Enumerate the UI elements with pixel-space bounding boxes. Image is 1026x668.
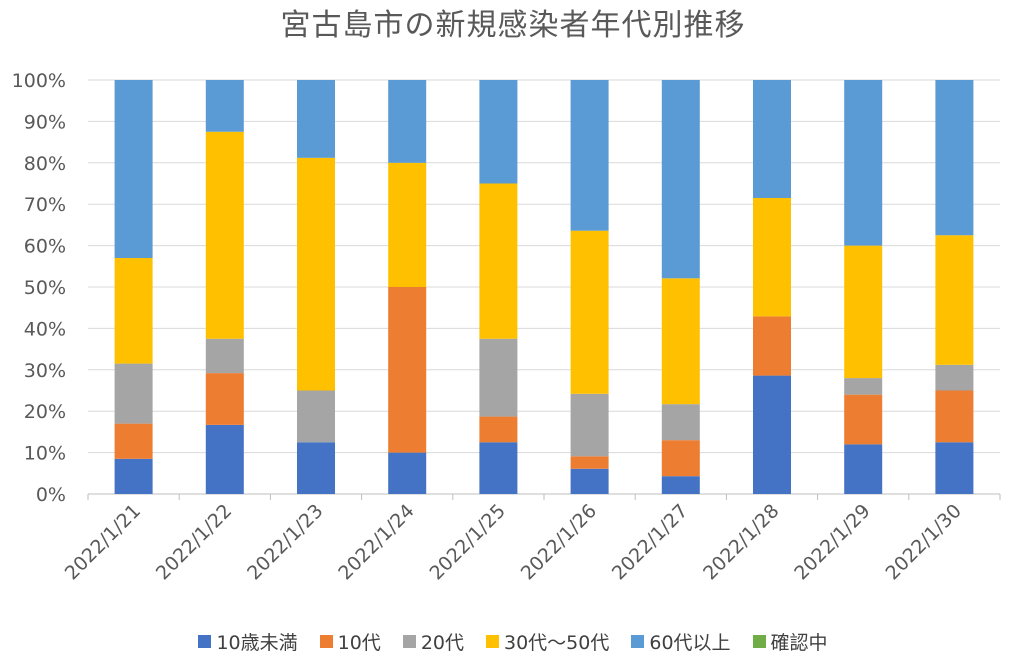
bar-segment <box>388 452 427 494</box>
bar-segment <box>205 338 244 374</box>
legend-label: 10代 <box>337 632 381 654</box>
bar-segment <box>935 235 974 365</box>
y-tick-label: 100% <box>12 70 66 92</box>
legend-swatch <box>402 635 416 648</box>
bar-segment <box>479 338 518 417</box>
bar-segment <box>114 423 153 459</box>
bar-segment <box>570 230 609 394</box>
legend-label: 20代 <box>420 632 464 654</box>
bar-segment <box>297 80 335 158</box>
legend-label: 確認中 <box>770 632 828 654</box>
bar-segment <box>205 424 244 494</box>
bar-segment <box>570 393 609 457</box>
legend-label: 60代以上 <box>649 632 731 654</box>
bar-segment <box>935 442 974 494</box>
bar-segment <box>661 404 700 441</box>
bar-segment <box>570 456 609 469</box>
legend-item: 10歳未満 <box>198 628 298 655</box>
bar-segment <box>479 442 518 494</box>
legend-label: 10歳未満 <box>216 632 298 654</box>
y-tick-label: 10% <box>24 443 66 465</box>
bar-segment <box>570 468 609 494</box>
bar-segment <box>844 444 883 494</box>
bar-segment <box>935 364 974 391</box>
bar-segment <box>661 80 700 279</box>
bar-segment <box>297 442 335 494</box>
y-tick-label: 50% <box>24 277 66 299</box>
legend-item: 30代～50代 <box>486 628 609 655</box>
legend-swatch <box>319 635 333 648</box>
bar-segment <box>388 80 427 163</box>
bar-segment <box>661 278 700 405</box>
y-tick-label: 70% <box>24 194 66 216</box>
bar-segment <box>114 258 153 364</box>
legend: 10歳未満 10代 20代 30代～50代 60代以上 確認中 <box>0 628 1026 655</box>
bar-segment <box>844 394 883 445</box>
y-tick-label: 40% <box>24 318 66 340</box>
x-tick-label: 2022/1/29 <box>790 500 874 584</box>
bar-segment <box>753 375 791 494</box>
bar-segment <box>844 80 883 246</box>
bar-segment <box>297 157 335 391</box>
legend-item: 10代 <box>319 628 381 655</box>
y-tick-label: 80% <box>24 153 66 175</box>
bar-segment <box>479 416 518 443</box>
bar-segment <box>205 80 244 132</box>
x-tick-label: 2022/1/25 <box>425 500 509 584</box>
bar-segment <box>935 80 974 236</box>
x-tick-label: 2022/1/26 <box>517 500 601 584</box>
bar-segment <box>661 476 700 494</box>
bar-segment <box>844 245 883 379</box>
legend-item: 20代 <box>402 628 464 655</box>
bar-segment <box>479 80 518 184</box>
y-tick-label: 60% <box>24 236 66 258</box>
bar-segment <box>114 363 153 424</box>
x-tick-label: 2022/1/28 <box>699 500 783 584</box>
x-tick-label: 2022/1/21 <box>61 500 145 584</box>
legend-item: 60代以上 <box>631 628 731 655</box>
bar-segment <box>388 287 427 453</box>
y-tick-label: 90% <box>24 111 66 133</box>
bar-segment <box>661 440 700 477</box>
legend-item: 確認中 <box>752 628 828 655</box>
legend-swatch <box>486 635 499 648</box>
x-tick-label: 2022/1/24 <box>334 500 418 584</box>
legend-swatch <box>198 635 212 648</box>
chart-title: 宮古島市の新規感染者年代別推移 <box>280 8 746 43</box>
bar-segment <box>753 80 791 198</box>
legend-swatch <box>631 635 645 648</box>
x-tick-label: 2022/1/23 <box>243 500 327 584</box>
legend-swatch <box>752 635 766 648</box>
bar-segment <box>114 80 153 259</box>
bar-segment <box>753 316 791 376</box>
legend-label: 30代～50代 <box>504 632 610 654</box>
bar-segment <box>205 131 244 339</box>
x-tick-label: 2022/1/30 <box>881 500 965 584</box>
bar-segment <box>844 378 883 395</box>
bar-segment <box>205 373 244 425</box>
bar-segment <box>753 197 791 317</box>
y-tick-label: 0% <box>36 484 66 506</box>
y-tick-label: 30% <box>24 360 66 382</box>
bar-segment <box>297 390 335 443</box>
x-tick-label: 2022/1/27 <box>608 500 692 584</box>
bar-segment <box>388 162 427 287</box>
y-tick-label: 20% <box>24 401 66 423</box>
bar-segment <box>479 183 518 339</box>
x-tick-label: 2022/1/22 <box>152 500 236 584</box>
bar-segment <box>935 390 974 443</box>
bar-segment <box>114 458 153 494</box>
bar-segment <box>570 80 609 231</box>
